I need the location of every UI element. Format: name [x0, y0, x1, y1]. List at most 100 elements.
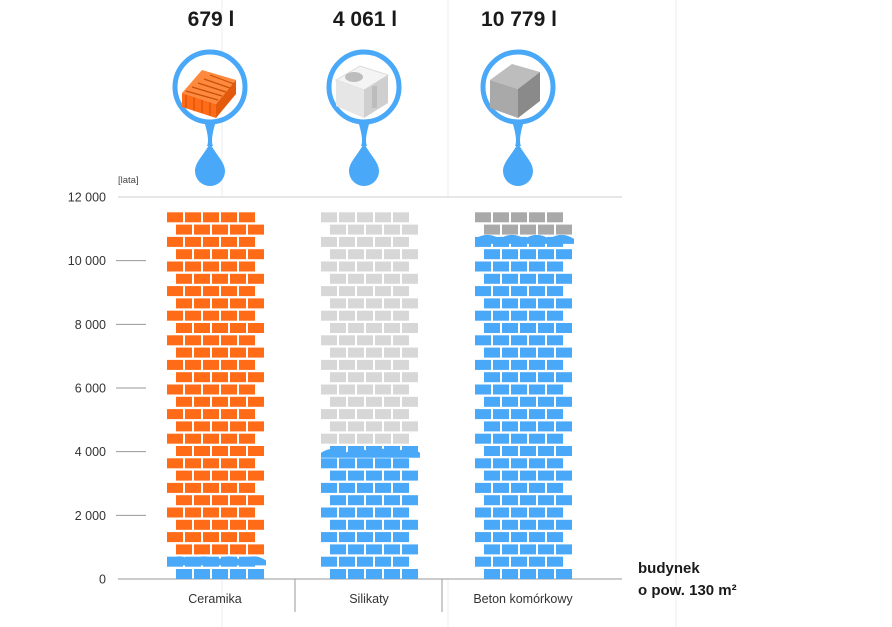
wet-brick — [393, 482, 409, 493]
wet-brick — [493, 359, 509, 370]
dry-brick — [203, 286, 219, 297]
wet-brick — [375, 458, 391, 469]
dry-brick — [185, 507, 201, 518]
dry-brick — [203, 433, 219, 444]
dry-brick — [239, 286, 255, 297]
dry-brick — [239, 458, 255, 469]
dry-brick — [212, 421, 228, 432]
wet-brick — [538, 323, 554, 333]
dry-brick — [194, 544, 210, 555]
dry-brick — [511, 212, 527, 223]
dry-brick — [212, 519, 228, 530]
dry-brick — [167, 532, 183, 543]
dry-brick — [248, 495, 264, 506]
wet-brick — [321, 458, 337, 469]
wet-brick — [484, 249, 500, 260]
wet-brick — [484, 347, 500, 358]
dry-brick — [203, 212, 219, 223]
wet-brick — [484, 470, 500, 481]
wet-brick — [357, 482, 373, 493]
dry-brick — [375, 359, 391, 370]
dry-brick — [248, 224, 264, 235]
dry-brick — [393, 433, 409, 444]
wet-brick — [511, 458, 527, 469]
wet-brick — [547, 286, 563, 297]
wet-brick — [502, 421, 518, 432]
wet-brick — [493, 261, 509, 272]
wet-brick — [556, 519, 572, 530]
dry-brick — [357, 384, 373, 395]
dry-brick — [176, 249, 192, 260]
dry-brick — [529, 212, 545, 223]
dry-brick — [194, 298, 210, 309]
water-drop-icon — [349, 143, 379, 186]
dry-brick — [493, 212, 509, 223]
dry-brick — [248, 298, 264, 309]
wet-brick — [556, 470, 572, 481]
dry-brick — [321, 335, 337, 346]
dry-brick — [185, 310, 201, 321]
wet-brick — [511, 532, 527, 543]
dry-brick — [402, 396, 418, 407]
wet-brick — [520, 470, 536, 481]
dry-brick — [212, 249, 228, 260]
wet-brick — [520, 421, 536, 432]
dry-brick — [357, 409, 373, 420]
dry-brick — [321, 409, 337, 420]
wet-brick — [475, 482, 491, 493]
wet-brick — [484, 446, 500, 456]
wet-brick — [339, 556, 355, 567]
wet-brick — [529, 409, 545, 420]
wall-column — [321, 212, 420, 579]
dry-brick — [339, 236, 355, 247]
dry-brick — [375, 433, 391, 444]
dry-brick — [375, 236, 391, 247]
wet-brick — [321, 556, 337, 567]
wet-brick — [556, 569, 572, 579]
dry-brick — [194, 273, 210, 284]
wet-brick — [375, 507, 391, 518]
wet-brick — [511, 310, 527, 321]
wet-brick — [529, 482, 545, 493]
wet-brick — [402, 544, 418, 555]
wet-brick — [520, 347, 536, 358]
dry-brick — [194, 519, 210, 530]
wet-brick — [484, 323, 500, 333]
dry-brick — [348, 273, 364, 284]
wet-brick — [475, 409, 491, 420]
dry-brick — [212, 495, 228, 506]
wet-brick — [402, 470, 418, 481]
silicate-block-icon — [326, 49, 402, 186]
wet-brick — [339, 507, 355, 518]
dry-brick — [393, 286, 409, 297]
dry-brick — [167, 212, 183, 223]
wet-brick — [547, 335, 563, 346]
dry-brick — [384, 249, 400, 260]
dry-brick — [185, 359, 201, 370]
dry-brick — [538, 224, 554, 235]
dry-brick — [185, 532, 201, 543]
wet-brick — [475, 359, 491, 370]
dry-brick — [221, 458, 237, 469]
wet-brick — [348, 569, 364, 579]
dry-brick — [212, 224, 228, 235]
dry-brick — [203, 482, 219, 493]
wet-brick — [520, 273, 536, 284]
wet-brick — [547, 482, 563, 493]
dry-brick — [230, 495, 246, 506]
wet-brick — [547, 507, 563, 518]
dry-brick — [357, 261, 373, 272]
y-tick-label: 12 000 — [68, 191, 106, 205]
dry-brick — [357, 286, 373, 297]
wet-brick — [502, 298, 518, 309]
dry-brick — [221, 286, 237, 297]
wet-brick — [484, 544, 500, 555]
wet-brick — [538, 298, 554, 309]
dry-brick — [384, 396, 400, 407]
wet-brick — [529, 556, 545, 567]
wet-brick — [366, 495, 382, 506]
dry-brick — [348, 224, 364, 235]
dry-brick — [375, 286, 391, 297]
dry-brick — [167, 310, 183, 321]
wet-brick — [484, 298, 500, 309]
